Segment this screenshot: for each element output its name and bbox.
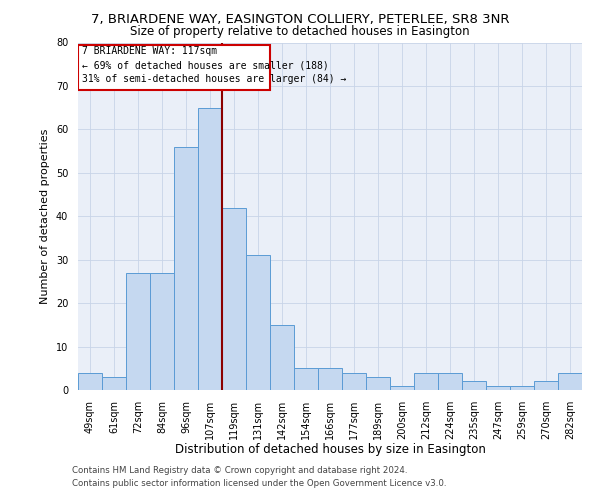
Text: 7 BRIARDENE WAY: 117sqm
← 69% of detached houses are smaller (188)
31% of semi-d: 7 BRIARDENE WAY: 117sqm ← 69% of detache…: [82, 46, 346, 84]
Bar: [414, 372, 438, 390]
Bar: [102, 377, 126, 390]
Bar: [390, 386, 414, 390]
X-axis label: Distribution of detached houses by size in Easington: Distribution of detached houses by size …: [175, 444, 485, 456]
Text: Contains HM Land Registry data © Crown copyright and database right 2024.
Contai: Contains HM Land Registry data © Crown c…: [72, 466, 446, 487]
Bar: [534, 382, 558, 390]
Bar: [366, 377, 390, 390]
Bar: [270, 325, 294, 390]
Bar: [126, 272, 150, 390]
Bar: [462, 382, 486, 390]
Bar: [78, 372, 102, 390]
Bar: [510, 386, 534, 390]
Bar: [174, 147, 198, 390]
Text: Size of property relative to detached houses in Easington: Size of property relative to detached ho…: [130, 25, 470, 38]
Bar: [318, 368, 342, 390]
Bar: [486, 386, 510, 390]
Y-axis label: Number of detached properties: Number of detached properties: [40, 128, 50, 304]
Bar: [150, 272, 174, 390]
Bar: [294, 368, 318, 390]
Bar: [246, 256, 270, 390]
Bar: [198, 108, 222, 390]
Text: 7, BRIARDENE WAY, EASINGTON COLLIERY, PETERLEE, SR8 3NR: 7, BRIARDENE WAY, EASINGTON COLLIERY, PE…: [91, 12, 509, 26]
Bar: [438, 372, 462, 390]
Bar: [222, 208, 246, 390]
Bar: [558, 372, 582, 390]
Bar: [342, 372, 366, 390]
Bar: [78, 44, 270, 90]
